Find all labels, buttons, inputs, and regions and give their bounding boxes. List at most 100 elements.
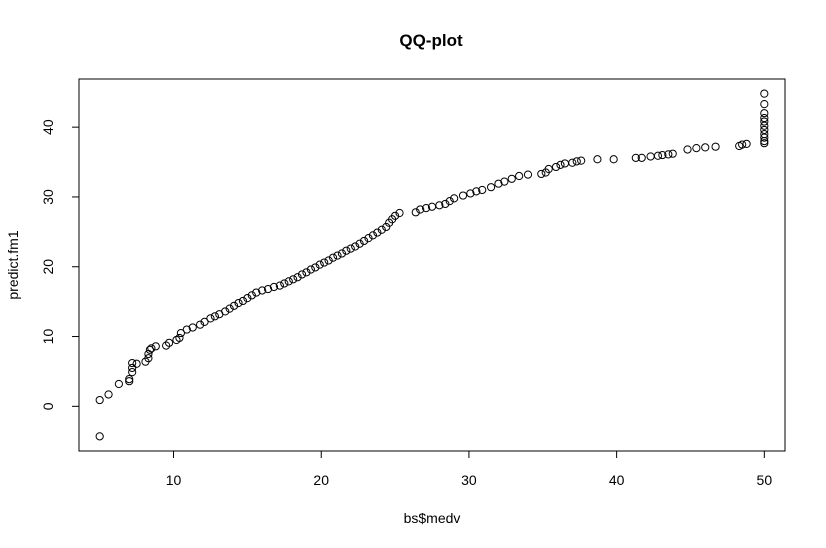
data-point [263,284,273,294]
data-point [523,170,533,179]
data-point [175,333,184,343]
data-point [306,265,315,274]
data-point [144,354,153,363]
data-point [692,143,701,153]
data-point [653,151,663,160]
data-point [333,251,342,260]
data-point [450,194,459,203]
data-point [472,187,481,196]
data-point [128,363,137,373]
data-point [668,149,677,158]
data-point [507,174,516,183]
data-point [147,344,156,353]
y-tick-label: 30 [40,189,56,205]
data-point [302,268,311,277]
data-point [284,277,293,286]
data-point [390,211,400,220]
y-tick-label: 40 [40,119,56,135]
data-point [351,242,360,251]
data-point [164,338,174,347]
data-point [280,279,289,288]
data-point [577,156,586,165]
data-point [435,201,444,210]
data-point [221,307,230,316]
plot-frame [78,78,786,452]
data-point [441,199,450,209]
data-point [466,189,475,198]
data-point [328,253,338,262]
data-point [206,314,215,323]
data-point [411,208,420,217]
data-point [275,281,284,290]
data-point [337,249,347,258]
data-point [252,288,261,297]
data-point [515,171,524,181]
data-point [738,140,747,149]
data-point [551,162,561,172]
data-point [125,377,134,386]
data-point [544,164,553,174]
data-point [132,359,141,368]
data-point [760,113,769,123]
data-point [742,139,751,149]
data-point [297,270,307,279]
data-point [760,125,769,135]
data-point [421,204,431,213]
data-point [760,109,769,118]
data-point [560,159,570,168]
data-point [416,205,425,214]
data-point [210,312,219,321]
data-point [458,191,468,200]
data-point [258,286,267,295]
data-point [478,185,487,195]
data-point [760,139,769,148]
y-axis-label: predict.fm1 [5,230,21,299]
data-point [711,142,720,151]
data-point [373,228,382,237]
x-axis: 10 20 30 40 50 [166,450,773,488]
data-point [225,304,234,313]
data-point [200,317,209,326]
data-point [342,246,351,255]
data-point [238,296,248,306]
data-point [311,263,320,272]
x-tick-label: 50 [757,472,773,488]
data-point [95,395,104,405]
data-point [683,145,692,154]
data-point [315,260,324,269]
data-point [637,153,646,162]
data-point [445,197,454,206]
data-point [368,231,378,240]
data-point [760,117,769,126]
data-point [234,298,243,308]
y-tick-label: 10 [40,329,56,345]
x-axis-label: bs$medv [404,510,461,526]
data-point [593,155,602,164]
data-point [760,89,769,98]
data-point [125,375,134,384]
data-point [359,236,369,246]
data-point [346,244,355,253]
data-point [355,239,364,248]
data-point [145,345,154,354]
data-point [646,152,655,161]
data-point [95,432,104,441]
data-point [537,169,546,179]
data-point [658,150,667,160]
data-point [609,155,618,164]
data-point [377,225,386,234]
y-tick-label: 0 [40,402,56,410]
data-point [486,183,496,192]
y-axis: 0 10 20 30 40 [40,119,80,410]
data-point [364,234,373,243]
data-point [176,328,186,338]
data-point [494,179,503,188]
x-tick-label: 10 [166,472,182,488]
data-point [151,342,160,351]
data-point [701,143,710,152]
data-point [556,160,565,169]
data-point [664,150,673,159]
x-tick-label: 30 [461,472,477,488]
data-point [269,282,279,292]
data-point [572,157,581,166]
